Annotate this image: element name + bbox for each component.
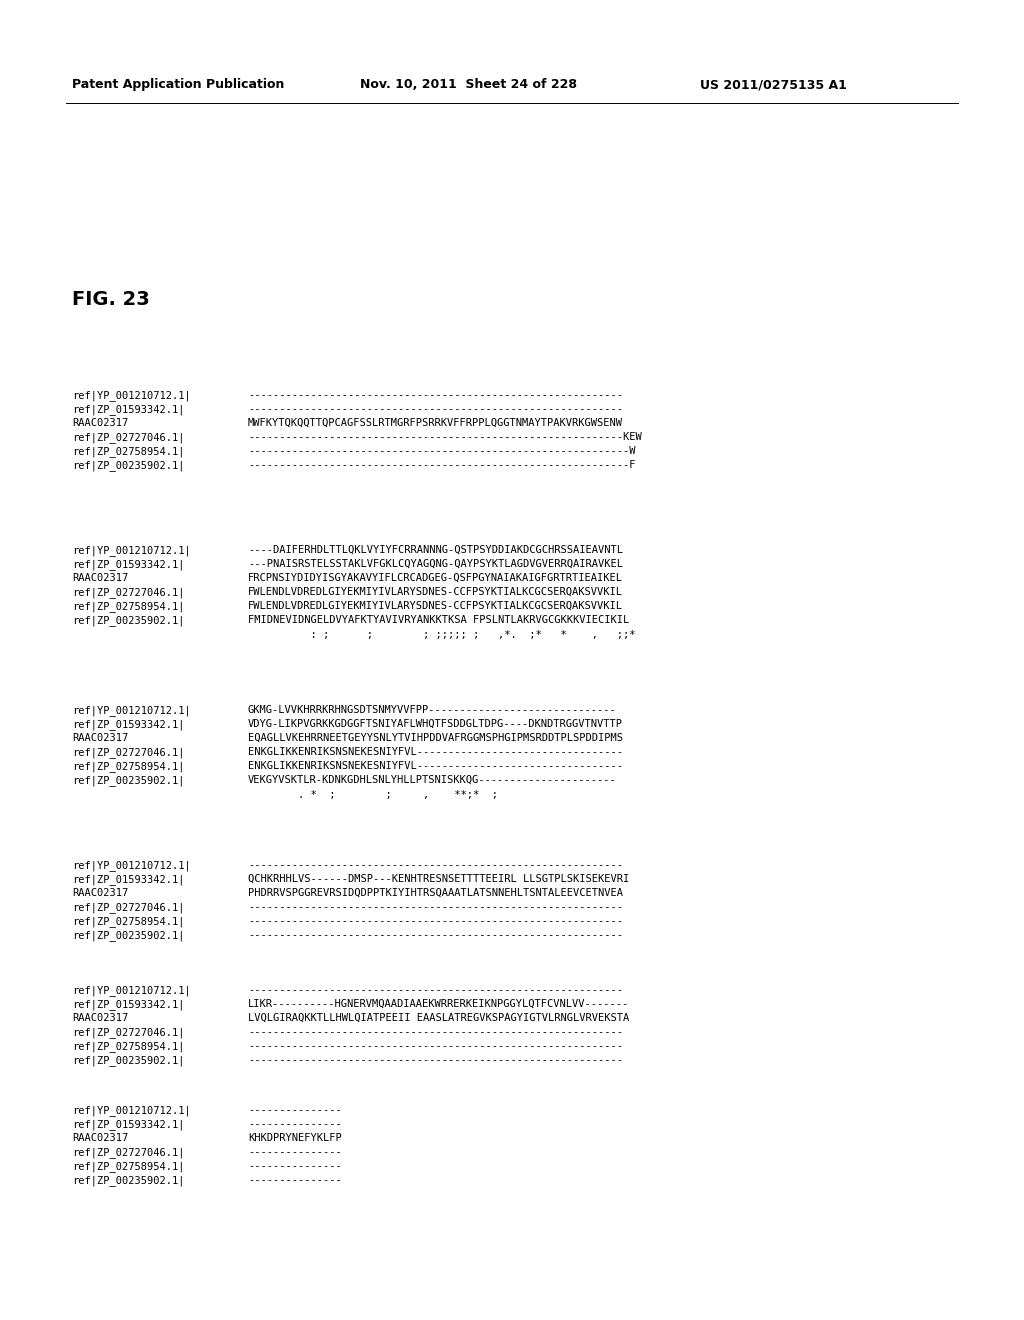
Text: ref|YP_001210712.1|: ref|YP_001210712.1|	[72, 545, 190, 556]
Text: ---------------: ---------------	[248, 1162, 342, 1171]
Text: US 2011/0275135 A1: US 2011/0275135 A1	[700, 78, 847, 91]
Text: ref|YP_001210712.1|: ref|YP_001210712.1|	[72, 1105, 190, 1115]
Text: ref|ZP_01593342.1|: ref|ZP_01593342.1|	[72, 719, 184, 730]
Text: ref|ZP_02758954.1|: ref|ZP_02758954.1|	[72, 601, 184, 612]
Text: VDYG-LIKPVGRKKGDGGFTSNIYAFLWHQTFSDDGLTDPG----DKNDTRGGVTNVTTP: VDYG-LIKPVGRKKGDGGFTSNIYAFLWHQTFSDDGLTDP…	[248, 719, 623, 729]
Text: ref|YP_001210712.1|: ref|YP_001210712.1|	[72, 985, 190, 995]
Text: QCHKRHHLVS------DMSP---KENHTRESNSETTTTEEIRL LLSGTPLSKISEKEVRI: QCHKRHHLVS------DMSP---KENHTRESNSETTTTEE…	[248, 874, 630, 884]
Text: ------------------------------------------------------------: ----------------------------------------…	[248, 1041, 623, 1051]
Text: RAAC02317: RAAC02317	[72, 733, 128, 743]
Text: RAAC02317: RAAC02317	[72, 888, 128, 898]
Text: ref|ZP_02758954.1|: ref|ZP_02758954.1|	[72, 1041, 184, 1052]
Text: ref|ZP_02758954.1|: ref|ZP_02758954.1|	[72, 762, 184, 772]
Text: ref|ZP_01593342.1|: ref|ZP_01593342.1|	[72, 999, 184, 1010]
Text: ---------------: ---------------	[248, 1147, 342, 1158]
Text: GKMG-LVVKHRRKRHNGSDTSNMYVVFPP------------------------------: GKMG-LVVKHRRKRHNGSDTSNMYVVFPP-----------…	[248, 705, 616, 715]
Text: RAAC02317: RAAC02317	[72, 573, 128, 583]
Text: RAAC02317: RAAC02317	[72, 1012, 128, 1023]
Text: MWFKYTQKQQTTQPCAGFSSLRTMGRFPSRRKVFFRPPLQGGTNMAYTPAKVRKGWSENW: MWFKYTQKQQTTQPCAGFSSLRTMGRFPSRRKVFFRPPLQ…	[248, 418, 623, 428]
Text: FWLENDLVDREDLGIYEKMIYIVLARYSDNES-CCFPSYKTIALKCGCSERQAKSVVKIL: FWLENDLVDREDLGIYEKMIYIVLARYSDNES-CCFPSYK…	[248, 587, 623, 597]
Text: ref|ZP_00235902.1|: ref|ZP_00235902.1|	[72, 931, 184, 941]
Text: ref|ZP_02727046.1|: ref|ZP_02727046.1|	[72, 587, 184, 598]
Text: ---------------: ---------------	[248, 1119, 342, 1129]
Text: ref|YP_001210712.1|: ref|YP_001210712.1|	[72, 389, 190, 401]
Text: VEKGYVSKTLR-KDNKGDHLSNLYHLLPTSNISKKQG----------------------: VEKGYVSKTLR-KDNKGDHLSNLYHLLPTSNISKKQG---…	[248, 775, 616, 785]
Text: ref|ZP_02727046.1|: ref|ZP_02727046.1|	[72, 747, 184, 758]
Text: ------------------------------------------------------------: ----------------------------------------…	[248, 861, 623, 870]
Text: ---PNAISRSTELSSTAKLVFGKLCQYAGQNG-QAYPSYKTLAGDVGVERRQAIRAVKEL: ---PNAISRSTELSSTAKLVFGKLCQYAGQNG-QAYPSYK…	[248, 558, 623, 569]
Text: RAAC02317: RAAC02317	[72, 1133, 128, 1143]
Text: LVQLGIRAQKKTLLHWLQIATPEEII EAASLATREGVKSPAGYIGTVLRNGLVRVEKSTA: LVQLGIRAQKKTLLHWLQIATPEEII EAASLATREGVKS…	[248, 1012, 630, 1023]
Text: ref|ZP_02727046.1|: ref|ZP_02727046.1|	[72, 1027, 184, 1038]
Text: ref|YP_001210712.1|: ref|YP_001210712.1|	[72, 861, 190, 871]
Text: ------------------------------------------------------------KEW: ----------------------------------------…	[248, 432, 642, 442]
Text: ref|ZP_01593342.1|: ref|ZP_01593342.1|	[72, 404, 184, 414]
Text: ref|ZP_00235902.1|: ref|ZP_00235902.1|	[72, 1175, 184, 1185]
Text: ref|ZP_01593342.1|: ref|ZP_01593342.1|	[72, 874, 184, 884]
Text: ref|ZP_02727046.1|: ref|ZP_02727046.1|	[72, 1147, 184, 1158]
Text: ref|ZP_00235902.1|: ref|ZP_00235902.1|	[72, 775, 184, 785]
Text: ---------------: ---------------	[248, 1175, 342, 1185]
Text: ------------------------------------------------------------: ----------------------------------------…	[248, 404, 623, 414]
Text: ------------------------------------------------------------: ----------------------------------------…	[248, 902, 623, 912]
Text: ref|ZP_00235902.1|: ref|ZP_00235902.1|	[72, 1055, 184, 1067]
Text: FMIDNEVIDNGELDVYAFKTYAVIVRYANKKTKSA FPSLNTLAKRVGCGKKKVIECIKIL: FMIDNEVIDNGELDVYAFKTYAVIVRYANKKTKSA FPSL…	[248, 615, 630, 624]
Text: -------------------------------------------------------------F: ----------------------------------------…	[248, 459, 636, 470]
Text: ref|ZP_02758954.1|: ref|ZP_02758954.1|	[72, 446, 184, 457]
Text: ref|ZP_01593342.1|: ref|ZP_01593342.1|	[72, 1119, 184, 1130]
Text: ---------------: ---------------	[248, 1105, 342, 1115]
Text: ------------------------------------------------------------: ----------------------------------------…	[248, 389, 623, 400]
Text: RAAC02317: RAAC02317	[72, 418, 128, 428]
Text: ------------------------------------------------------------: ----------------------------------------…	[248, 931, 623, 940]
Text: FIG. 23: FIG. 23	[72, 290, 150, 309]
Text: ref|ZP_02727046.1|: ref|ZP_02727046.1|	[72, 432, 184, 444]
Text: : ;      ;        ; ;;;;; ;   ,*.  ;*   *    ,   ;;*: : ; ; ; ;;;;; ; ,*. ;* * , ;;*	[248, 630, 636, 640]
Text: ENKGLIKKENRIKSNSNEKESNIYFVL---------------------------------: ENKGLIKKENRIKSNSNEKESNIYFVL-------------…	[248, 762, 623, 771]
Text: FRCPNSIYDIDYISGYAKAVYIFLCRCADGEG-QSFPGYNAIAKAIGFGRTRTIEAIKEL: FRCPNSIYDIDYISGYAKAVYIFLCRCADGEG-QSFPGYN…	[248, 573, 623, 583]
Text: -------------------------------------------------------------W: ----------------------------------------…	[248, 446, 636, 455]
Text: ----DAIFERHDLTTLQKLVYIYFCRRANNNG-QSTPSYDDIAKDCGCHRSSAIEAVNTL: ----DAIFERHDLTTLQKLVYIYFCRRANNNG-QSTPSYD…	[248, 545, 623, 554]
Text: ref|ZP_02758954.1|: ref|ZP_02758954.1|	[72, 916, 184, 927]
Text: Nov. 10, 2011  Sheet 24 of 228: Nov. 10, 2011 Sheet 24 of 228	[360, 78, 577, 91]
Text: ref|YP_001210712.1|: ref|YP_001210712.1|	[72, 705, 190, 715]
Text: FWLENDLVDREDLGIYEKMIYIVLARYSDNES-CCFPSYKTIALKCGCSERQAKSVVKIL: FWLENDLVDREDLGIYEKMIYIVLARYSDNES-CCFPSYK…	[248, 601, 623, 611]
Text: ------------------------------------------------------------: ----------------------------------------…	[248, 1055, 623, 1065]
Text: ref|ZP_00235902.1|: ref|ZP_00235902.1|	[72, 459, 184, 471]
Text: Patent Application Publication: Patent Application Publication	[72, 78, 285, 91]
Text: . *  ;        ;     ,    **;*  ;: . * ; ; , **;* ;	[248, 789, 498, 800]
Text: ref|ZP_02727046.1|: ref|ZP_02727046.1|	[72, 902, 184, 913]
Text: ref|ZP_02758954.1|: ref|ZP_02758954.1|	[72, 1162, 184, 1172]
Text: ref|ZP_01593342.1|: ref|ZP_01593342.1|	[72, 558, 184, 570]
Text: PHDRRVSPGGREVRSIDQDPPTKIYIHTRSQAAATLATSNNEHLTSNTALEEVCETNVEA: PHDRRVSPGGREVRSIDQDPPTKIYIHTRSQAAATLATSN…	[248, 888, 623, 898]
Text: KHKDPRYNEFYKLFP: KHKDPRYNEFYKLFP	[248, 1133, 342, 1143]
Text: ------------------------------------------------------------: ----------------------------------------…	[248, 985, 623, 995]
Text: ------------------------------------------------------------: ----------------------------------------…	[248, 916, 623, 927]
Text: EQAGLLVKEHRRNEETGEYYSNLYTVIHPDDVAFRGGMSPHGIPMSRDDTPLSPDDIPMS: EQAGLLVKEHRRNEETGEYYSNLYTVIHPDDVAFRGGMSP…	[248, 733, 623, 743]
Text: ENKGLIKKENRIKSNSNEKESNIYFVL---------------------------------: ENKGLIKKENRIKSNSNEKESNIYFVL-------------…	[248, 747, 623, 756]
Text: ------------------------------------------------------------: ----------------------------------------…	[248, 1027, 623, 1038]
Text: LIKR----------HGNERVMQAADIAAEKWRRERKEIKNPGGYLQTFCVNLVV-------: LIKR----------HGNERVMQAADIAAEKWRRERKEIKN…	[248, 999, 630, 1008]
Text: ref|ZP_00235902.1|: ref|ZP_00235902.1|	[72, 615, 184, 626]
